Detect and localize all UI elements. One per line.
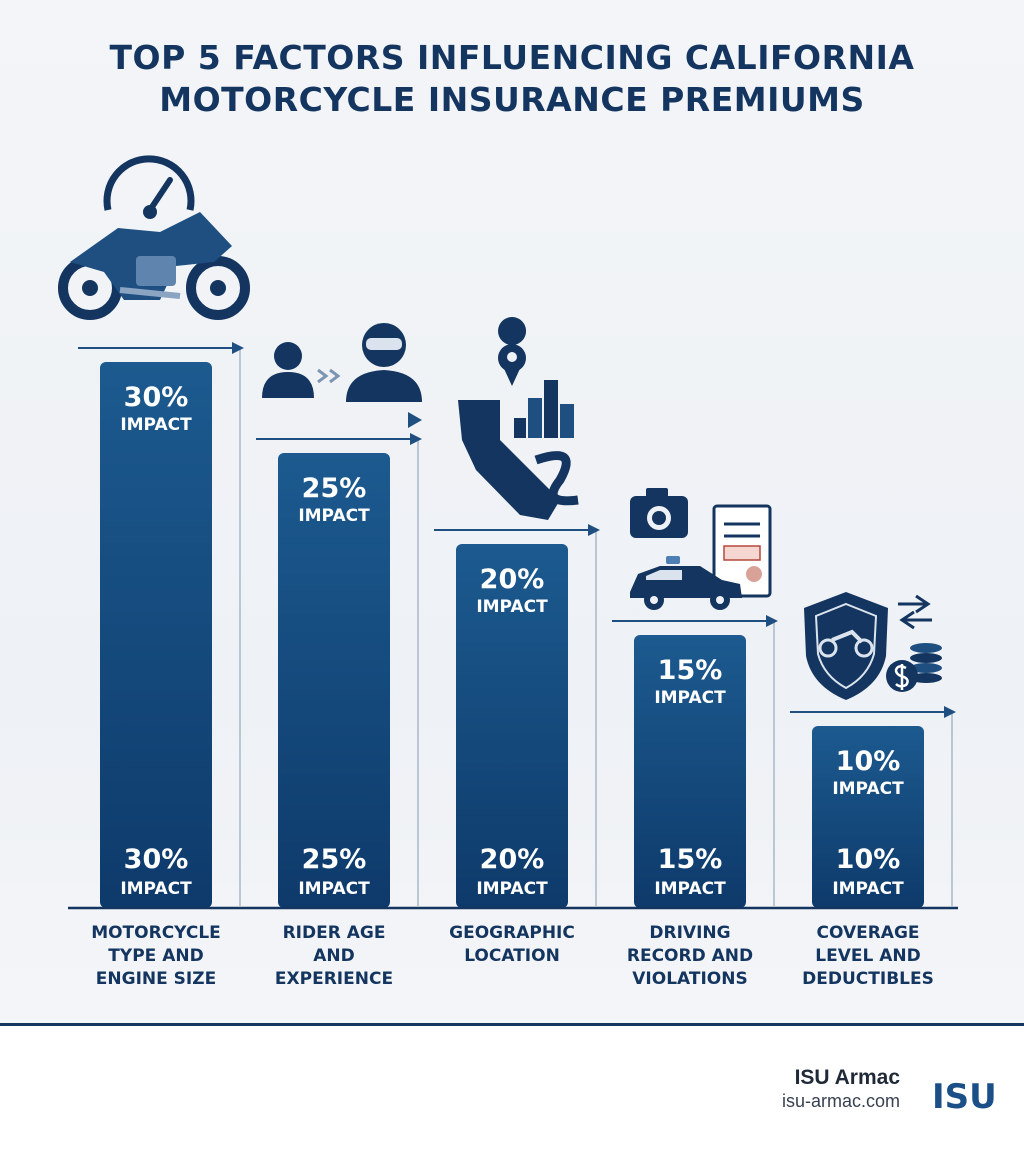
- bar-top-impact-5: IMPACT: [832, 779, 904, 799]
- brand-url: isu-armac.com: [781, 1091, 900, 1111]
- bar-4: [634, 635, 746, 908]
- bar-top-value-3: 20%: [480, 564, 545, 595]
- category-label-3: GEOGRAPHIC LOCATION: [427, 922, 597, 968]
- bar-bottom-impact-2: IMPACT: [298, 879, 370, 899]
- bar-top-value-1: 30%: [124, 382, 189, 413]
- bar-bottom-impact-1: IMPACT: [120, 879, 192, 899]
- step-arrow-head-3: [588, 524, 600, 536]
- bar-2: [278, 453, 390, 908]
- bar-top-value-5: 10%: [836, 746, 901, 777]
- camera-police-ticket-icon: [630, 488, 772, 610]
- footer-divider: [0, 1023, 1024, 1026]
- bar-bottom-value-2: 25%: [302, 844, 367, 875]
- bar-bottom-impact-4: IMPACT: [654, 879, 726, 899]
- category-label-line: EXPERIENCE: [274, 969, 394, 989]
- bar-1: [100, 362, 212, 908]
- category-label-2: RIDER AGE AND EXPERIENCE: [249, 922, 419, 991]
- category-label-line: ENGINE SIZE: [95, 969, 217, 989]
- bar-5: [812, 726, 924, 908]
- category-label-line: TYPE AND: [108, 946, 204, 966]
- category-label-line: DEDUCTIBLES: [802, 969, 934, 989]
- bar-top-value-2: 25%: [302, 473, 367, 504]
- category-label-line: MOTORCYCLE: [91, 923, 221, 943]
- category-label-line: LOCATION: [464, 946, 560, 966]
- category-label-5: COVERAGE LEVEL AND DEDUCTIBLES: [783, 922, 953, 991]
- chart-title-line-2: MOTORCYCLE INSURANCE PREMIUMS: [159, 80, 865, 119]
- category-label-line: COVERAGE: [816, 923, 920, 943]
- bar-top-impact-4: IMPACT: [654, 688, 726, 708]
- bar-bottom-value-1: 30%: [124, 844, 189, 875]
- isu-logo-icon: ISU: [932, 1077, 997, 1114]
- bar-bottom-value-4: 15%: [658, 844, 723, 875]
- category-label-1: MOTORCYCLE TYPE AND ENGINE SIZE: [71, 922, 241, 991]
- category-label-line: VIOLATIONS: [632, 969, 748, 989]
- category-label-line: LEVEL AND: [815, 946, 921, 966]
- step-arrow-head-2: [410, 433, 422, 445]
- bar-top-impact-3: IMPACT: [476, 597, 548, 617]
- logo-text: ISU: [932, 1077, 997, 1114]
- category-label-line: DRIVING: [649, 923, 731, 943]
- rider-growth-icon: [257, 323, 422, 428]
- california-city-map-icon: [458, 317, 579, 520]
- bar-bottom-value-5: 10%: [836, 844, 901, 875]
- step-arrow-head-4: [766, 615, 778, 627]
- bar-bottom-impact-5: IMPACT: [832, 879, 904, 899]
- category-label-line: RECORD AND: [626, 946, 754, 966]
- motorcycle-speedometer-icon: [58, 155, 250, 320]
- step-arrow-head-1: [232, 342, 244, 354]
- bar-top-value-4: 15%: [658, 655, 723, 686]
- category-label-line: GEOGRAPHIC: [449, 923, 575, 943]
- category-label-line: RIDER AGE: [282, 923, 386, 943]
- bar-top-impact-2: IMPACT: [298, 506, 370, 526]
- bar-3: [456, 544, 568, 908]
- bar-bottom-impact-3: IMPACT: [476, 879, 548, 899]
- bar-top-impact-1: IMPACT: [120, 415, 192, 435]
- footer: [0, 1026, 1024, 1154]
- category-label-line: AND: [313, 946, 355, 966]
- brand-name: ISU Armac: [794, 1066, 900, 1089]
- chart-title-line-1: TOP 5 FACTORS INFLUENCING CALIFORNIA: [109, 38, 915, 77]
- bar-bottom-value-3: 20%: [480, 844, 545, 875]
- shield-coins-icon: [804, 592, 942, 700]
- step-arrow-head-5: [944, 706, 956, 718]
- category-label-4: DRIVING RECORD AND VIOLATIONS: [605, 922, 775, 991]
